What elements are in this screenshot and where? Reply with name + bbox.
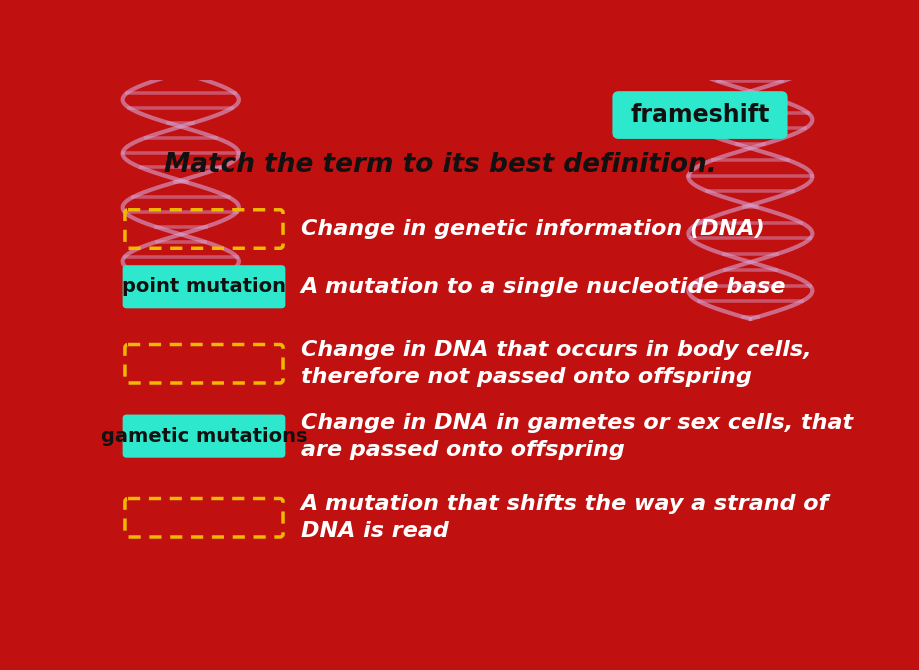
FancyBboxPatch shape	[612, 91, 788, 139]
FancyBboxPatch shape	[122, 415, 286, 458]
FancyBboxPatch shape	[122, 265, 286, 308]
Text: A mutation to a single nucleotide base: A mutation to a single nucleotide base	[301, 277, 787, 297]
Text: A mutation that shifts the way a strand of
DNA is read: A mutation that shifts the way a strand …	[301, 494, 829, 541]
Text: Change in DNA that occurs in body cells,
therefore not passed onto offspring: Change in DNA that occurs in body cells,…	[301, 340, 811, 387]
Text: point mutation: point mutation	[122, 277, 286, 296]
Text: frameshift: frameshift	[630, 103, 770, 127]
Text: Change in DNA in gametes or sex cells, that
are passed onto offspring: Change in DNA in gametes or sex cells, t…	[301, 413, 853, 460]
Text: Match the term to its best definition.: Match the term to its best definition.	[164, 152, 717, 178]
Text: gametic mutations: gametic mutations	[101, 427, 307, 446]
Text: Change in genetic information (DNA): Change in genetic information (DNA)	[301, 219, 765, 239]
